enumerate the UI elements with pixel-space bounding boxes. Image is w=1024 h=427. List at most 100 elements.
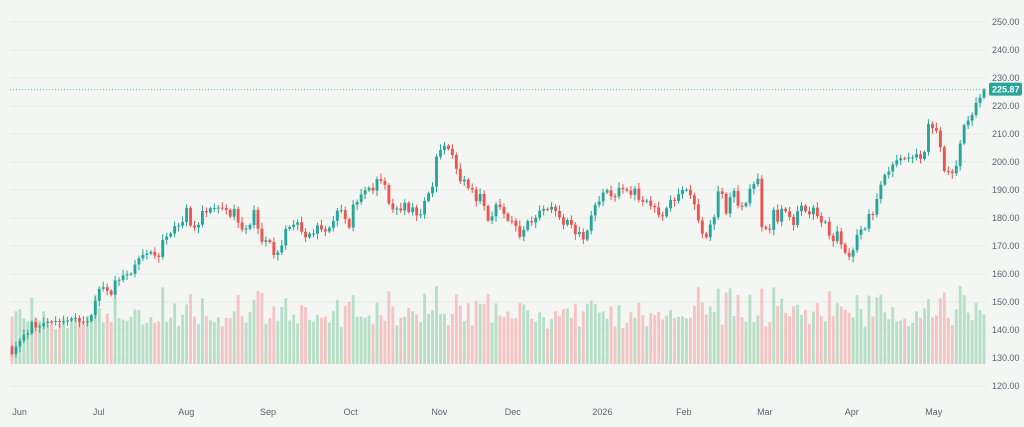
candle-body (153, 251, 157, 256)
candle-body (347, 219, 351, 228)
candle-body (66, 320, 69, 322)
candle-body (696, 204, 700, 221)
x-tick-label: Feb (676, 407, 692, 417)
candle-body (946, 170, 950, 172)
candle-body (657, 207, 661, 216)
candle-body (581, 232, 585, 240)
volume-bar (510, 318, 514, 364)
candle-body (379, 179, 383, 182)
x-tick-label: Dec (505, 407, 522, 417)
volume-bar (470, 325, 474, 364)
volume-bar (216, 317, 220, 364)
price-axis[interactable]: 120.00 130.00 140.00 150.00 160.00 170.00 180.… (992, 17, 1020, 391)
volume-bar (796, 304, 799, 364)
volume-bar (153, 322, 157, 364)
volume-bar (558, 316, 561, 364)
volume-bar (62, 318, 65, 364)
candle-body (157, 255, 161, 257)
candle-body (550, 206, 553, 210)
volume-bar (292, 314, 296, 364)
candle-body (308, 233, 311, 238)
candle-body (149, 251, 153, 254)
candle-body (450, 148, 454, 155)
volume-bar (363, 317, 367, 364)
candle-body (268, 240, 272, 243)
last-price-tag-text: 225.87 (992, 85, 1020, 95)
volume-bar (566, 308, 569, 364)
candle-body (569, 219, 573, 225)
volume-bar (546, 328, 550, 364)
x-tick-label: 2026 (592, 407, 612, 417)
volume-bar (462, 321, 466, 364)
volume-bar (343, 306, 347, 364)
candle-body (312, 233, 315, 235)
candle-body (855, 234, 859, 251)
candle-body (593, 204, 597, 216)
candle-body (431, 186, 434, 194)
candle-body (558, 211, 561, 218)
volume-bar (105, 313, 109, 364)
candle-body (796, 211, 799, 225)
candle-body (744, 203, 748, 206)
volume-bar (645, 326, 649, 364)
volume-bar (141, 324, 145, 364)
volume-bar (530, 318, 534, 364)
volume-bar (423, 293, 427, 364)
candle-body (109, 290, 113, 295)
volume-bar (903, 318, 907, 364)
candle-body (788, 211, 792, 217)
candle-body (923, 151, 926, 159)
volume-bar (129, 316, 133, 364)
volume-bar (66, 327, 69, 364)
candle-body (359, 194, 363, 203)
volume-bar (760, 288, 764, 364)
volume-bar (716, 288, 720, 364)
candle-body (486, 205, 490, 221)
volume-bar (304, 307, 308, 364)
candle-body (942, 147, 946, 171)
x-tick-label: Jun (12, 407, 27, 417)
volume-bar (177, 325, 181, 364)
volume-bar (915, 311, 918, 364)
candle-body (272, 242, 276, 255)
volume-bar (256, 291, 260, 364)
volume-bar (220, 326, 224, 364)
volume-bar (597, 312, 601, 364)
volume-bar (621, 328, 625, 364)
volume-bar (161, 287, 165, 364)
volume-bar (264, 323, 268, 364)
volume-bar (534, 321, 538, 364)
candle-body (645, 200, 649, 202)
y-tick-label: 170.00 (992, 241, 1020, 251)
volume-bar (149, 317, 153, 364)
candle-body (375, 179, 379, 191)
candle-body (740, 205, 744, 207)
volume-bar (804, 309, 807, 364)
candle-body (950, 171, 954, 174)
candle-body (161, 239, 165, 257)
volume-bar (673, 318, 676, 364)
volume-bar (197, 324, 200, 364)
candle-body (419, 214, 423, 216)
candle-body (371, 187, 375, 191)
candle-body (276, 252, 280, 255)
candle-body (681, 190, 684, 195)
volume-bar (85, 316, 89, 364)
candle-body (641, 199, 645, 202)
volume-bar (189, 293, 192, 364)
candle-body (462, 179, 466, 182)
candle-body (839, 231, 843, 245)
volume-bar (506, 311, 510, 364)
volume-bar (312, 321, 315, 364)
time-axis[interactable]: Jun Jul Aug Sep Oct Nov Dec 2026 Feb Mar Apr May (12, 407, 942, 417)
candle-body (443, 145, 446, 150)
volume-bar (212, 322, 216, 364)
volume-bar (454, 294, 458, 364)
candle-body (871, 214, 875, 216)
candle-body (760, 178, 764, 227)
candle-body (597, 201, 601, 205)
candle-body (677, 194, 680, 201)
candle-body (335, 210, 339, 221)
